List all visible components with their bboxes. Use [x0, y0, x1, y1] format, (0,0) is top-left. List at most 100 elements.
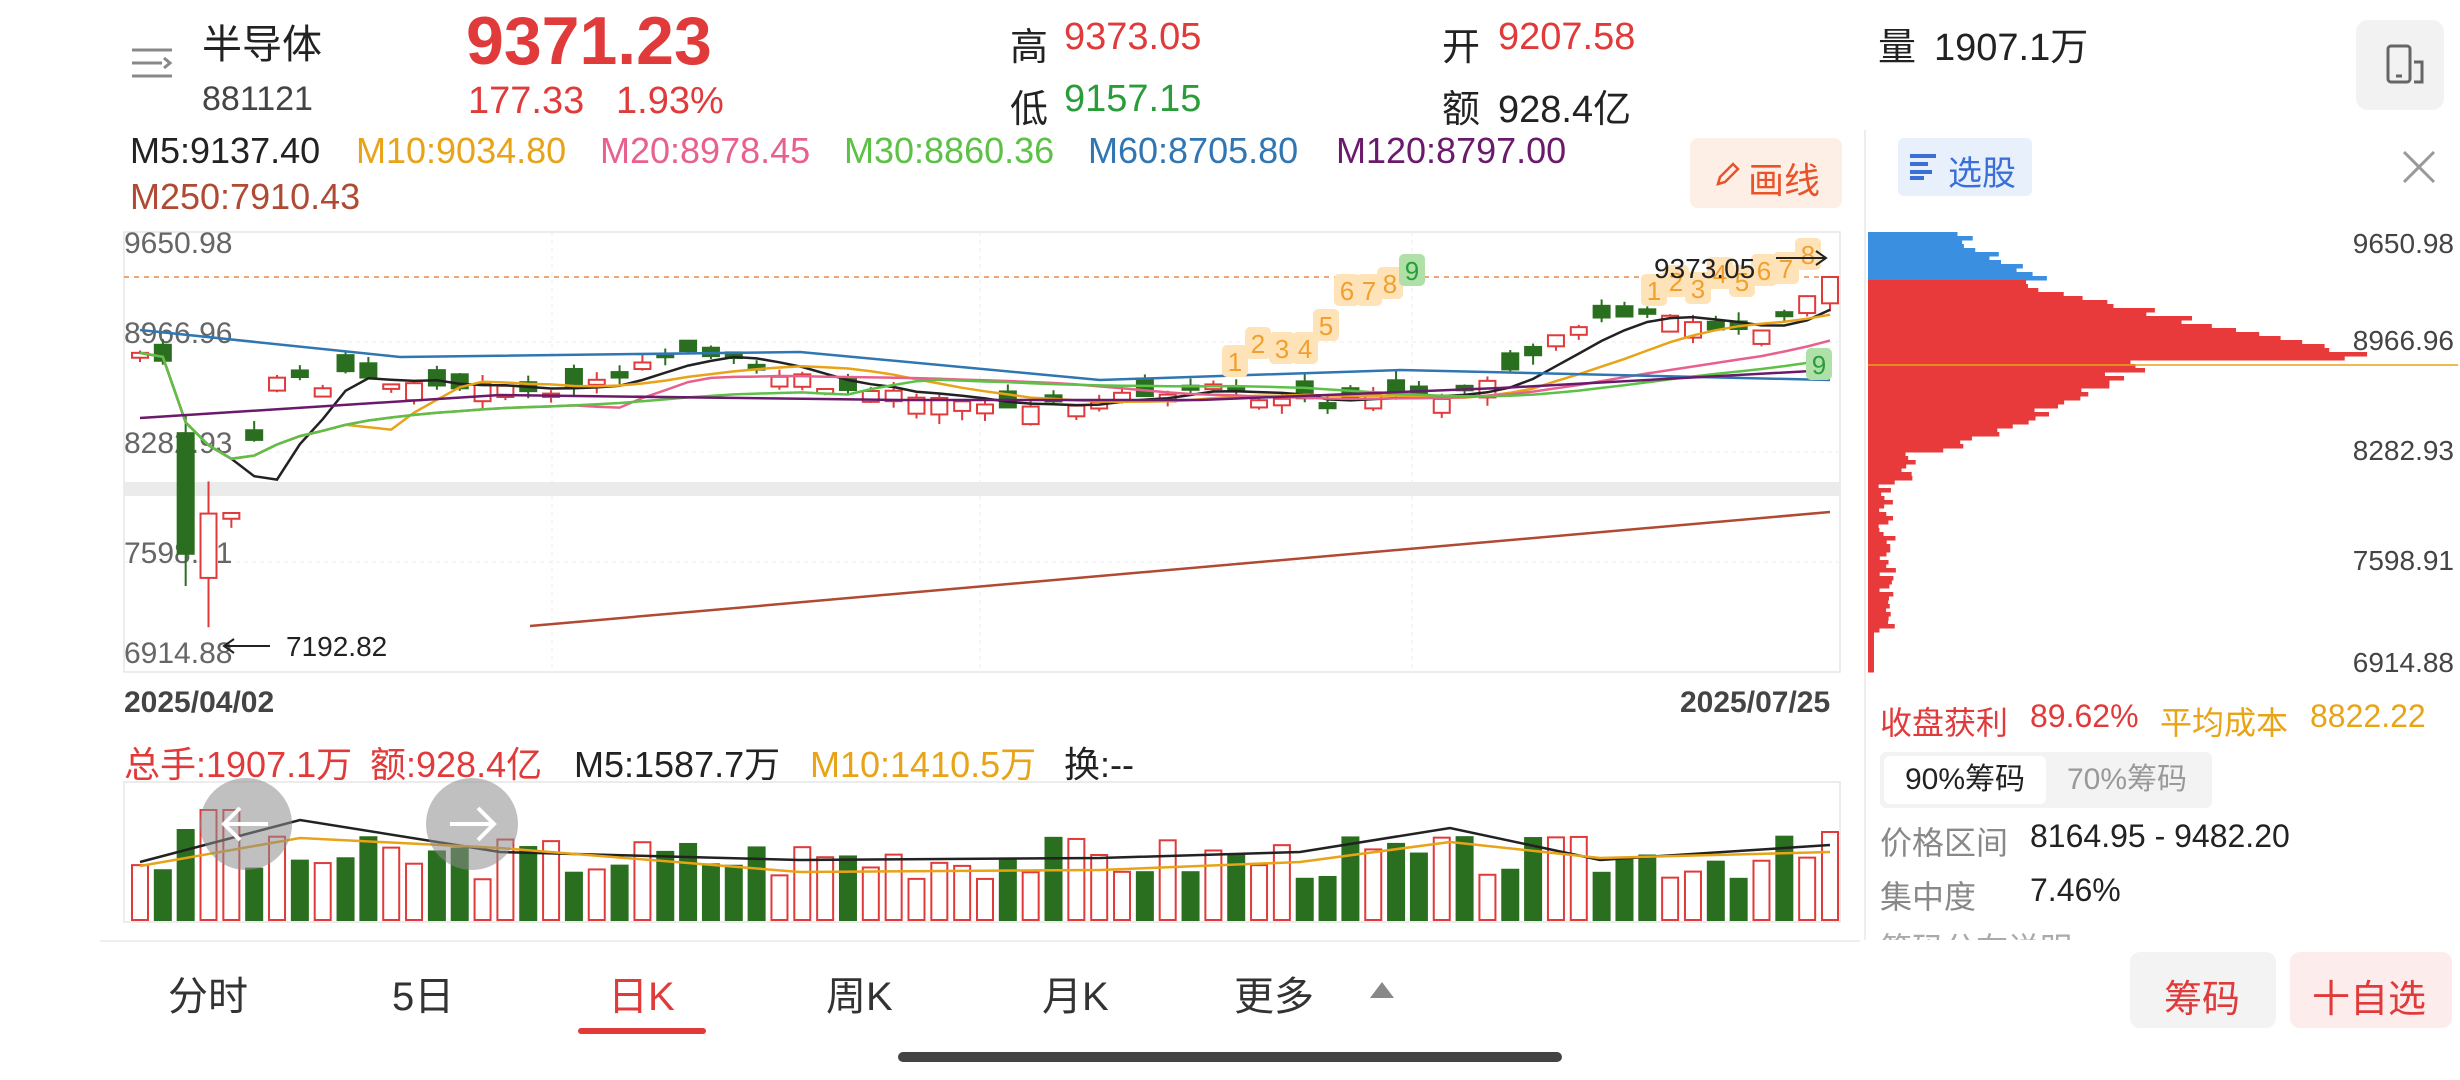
pencil-icon	[1716, 162, 1740, 186]
scroll-left-button[interactable]	[200, 778, 292, 870]
kline-chart[interactable]: 9650.988966.968282.937598.916914.8812345…	[0, 225, 1850, 735]
chip-bar	[1868, 608, 1887, 613]
chip-bar	[1868, 568, 1896, 573]
chip-bar	[1868, 344, 2325, 349]
candle-body	[245, 429, 264, 441]
tab-daily-k[interactable]: 日K	[608, 975, 675, 1019]
chip-bar	[1868, 516, 1894, 521]
chip-bar	[1868, 512, 1887, 517]
volume-bar	[1295, 877, 1314, 921]
chip-bar	[1868, 376, 2125, 381]
volume-bar	[473, 878, 492, 921]
chip-bar	[1868, 444, 1964, 449]
candle-body	[222, 511, 241, 520]
chip-bar	[1868, 592, 1894, 597]
chip-bar	[1868, 624, 1895, 629]
volume-bar	[1752, 859, 1771, 922]
volume-bar	[290, 859, 309, 922]
td-marker-label: 4	[1713, 259, 1727, 289]
tab-monthly-k[interactable]: 月K	[1042, 975, 1109, 1019]
candle-body	[679, 339, 698, 353]
chip-bar	[1868, 640, 1874, 645]
candle-body	[1569, 326, 1588, 336]
chip-bar	[1868, 472, 1912, 477]
volume-bar	[1569, 835, 1588, 921]
chip-bar	[1868, 276, 2047, 281]
volume-bar	[1615, 856, 1634, 922]
volume-bar	[1158, 839, 1177, 921]
menu-button[interactable]	[128, 38, 178, 88]
device-button[interactable]	[2356, 20, 2444, 110]
chip-bar	[1868, 648, 1874, 653]
chip-tab-90[interactable]: 90%筹码	[1884, 756, 2046, 804]
active-tab-indicator	[578, 1028, 706, 1034]
volume-bar	[1409, 852, 1428, 921]
tab-more[interactable]: 更多	[1234, 975, 1314, 1019]
chip-y-tick-label: 8282.93	[2353, 435, 2454, 466]
chip-bar	[1868, 428, 1998, 433]
volume-bar	[1432, 836, 1451, 921]
list-icon	[132, 48, 173, 78]
volume-bar	[1501, 868, 1520, 921]
td-marker-bg	[1222, 345, 1248, 377]
bottom-divider	[100, 940, 1860, 942]
low-marker-label: 7192.82	[286, 631, 387, 662]
candle-body	[1546, 334, 1565, 348]
volume-bar	[153, 869, 172, 922]
ma250-line	[529, 510, 1831, 628]
chip-bar	[1868, 420, 2029, 425]
candle-body	[1821, 275, 1839, 305]
chip-y-tick-label: 6914.88	[2353, 647, 2454, 675]
x-start-label: 2025/04/02	[124, 686, 275, 719]
high-marker-arrowhead	[1815, 250, 1828, 266]
chip-bar	[1868, 532, 1884, 537]
candle-body	[1638, 308, 1657, 315]
td-marker-label: 6	[1757, 256, 1771, 286]
watchlist-button[interactable]: 十自选	[2290, 952, 2452, 1028]
chip-bar	[1868, 408, 2035, 413]
chip-bar	[1868, 632, 1874, 637]
chip-tab-select[interactable]: 选股	[1898, 138, 2032, 196]
candle-body	[1135, 378, 1154, 398]
chip-distribution-chart: 9650.98 8966.96 8282.93 7598.91 6914.88	[1868, 228, 2458, 675]
tab-5day[interactable]: 5日	[392, 975, 455, 1019]
ma60-line	[139, 328, 1831, 382]
candle-body	[382, 383, 401, 390]
chip-bar	[1868, 264, 2023, 269]
chip-bar	[1868, 544, 1891, 549]
chip-bar	[1868, 400, 2065, 405]
volume-frame	[123, 781, 1841, 923]
chip-close-button[interactable]	[2394, 142, 2444, 192]
chip-bar	[1868, 300, 2108, 305]
chip-tab-70[interactable]: 70%筹码	[2066, 763, 2188, 796]
chip-bar	[1868, 476, 1913, 481]
td-marker-bg	[1685, 272, 1711, 304]
volume-bar	[724, 864, 743, 921]
chip-tab-label: 选股	[1948, 155, 2016, 193]
scroll-right-button[interactable]	[426, 778, 518, 870]
explain-link[interactable]: 筹码分布说明	[1880, 924, 2280, 940]
chip-button[interactable]: 筹码	[2130, 952, 2276, 1028]
volume-bar	[930, 861, 949, 922]
volume-ma10-line	[139, 836, 1831, 874]
td-marker-label: 1	[1647, 276, 1661, 306]
chip-y-tick-label: 8966.96	[2353, 325, 2454, 356]
ma-legend-m120: M120:8797.00	[1336, 130, 1567, 171]
chip-bar	[1868, 232, 1958, 237]
chip-bar	[1868, 524, 1879, 529]
tab-intraday[interactable]: 分时	[168, 975, 248, 1019]
candle-body	[633, 361, 652, 371]
candle-body	[564, 368, 583, 388]
candle-body	[176, 432, 195, 555]
candle-body	[953, 400, 972, 412]
chip-y-tick-label: 7598.91	[2353, 545, 2454, 576]
chip-bar	[1868, 668, 1874, 673]
tab-weekly-k[interactable]: 周K	[826, 975, 893, 1019]
candle-body	[268, 376, 287, 392]
draw-line-button[interactable]: 画线	[1690, 138, 1842, 208]
range-label: 价格区间	[1880, 825, 2009, 861]
volume-bar	[633, 841, 652, 921]
candle-body	[405, 382, 424, 402]
volume-bar	[1021, 871, 1040, 922]
chip-bar	[1868, 280, 2027, 285]
